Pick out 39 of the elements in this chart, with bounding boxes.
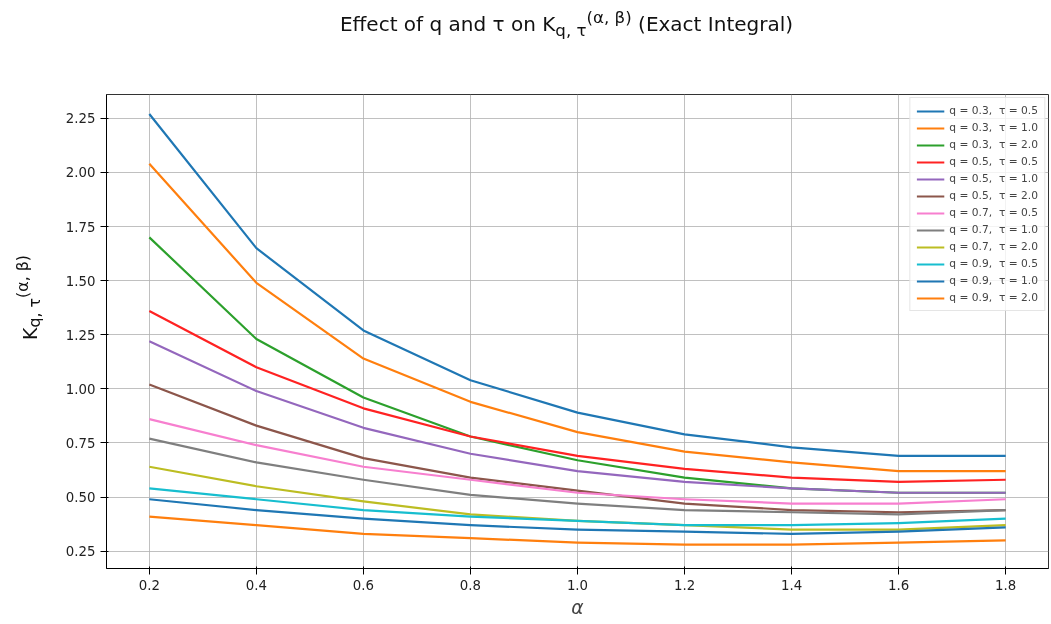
- legend-label: q = 0.9, τ = 1.0: [949, 274, 1038, 287]
- x-tick-label: 1.4: [780, 577, 803, 593]
- y-tick-label: 0.50: [65, 490, 96, 506]
- y-tick-label: 1.50: [65, 273, 96, 289]
- x-tick-label: 0.8: [459, 577, 482, 593]
- legend-label: q = 0.7, τ = 1.0: [949, 223, 1038, 236]
- legend-label: q = 0.7, τ = 0.5: [949, 206, 1038, 219]
- legend-label: q = 0.7, τ = 2.0: [949, 240, 1038, 253]
- legend-label: q = 0.5, τ = 1.0: [949, 172, 1038, 185]
- x-tick-label: 0.2: [138, 577, 160, 593]
- legend-label: q = 0.3, τ = 2.0: [949, 138, 1038, 151]
- x-tick-label: 0.6: [352, 577, 375, 593]
- y-tick-label: 1.75: [65, 219, 96, 235]
- x-tick-label: 1.6: [888, 577, 910, 593]
- y-tick-label: 1.25: [65, 327, 96, 343]
- line-series: [148, 418, 1007, 505]
- chart-title: Effect of q and τ on K$_{q, τ}$$^{(α, β)}$ (Exact Integral): [338, 7, 795, 42]
- legend-label: q = 0.5, τ = 0.5: [949, 155, 1038, 168]
- x-tick-label: 1.2: [673, 577, 696, 593]
- y-tick-label: 0.25: [65, 544, 96, 560]
- x-tick-label: 1.0: [566, 577, 589, 593]
- line-series: [148, 498, 1007, 535]
- legend-label: q = 0.3, τ = 1.0: [949, 121, 1038, 134]
- line-series: [148, 437, 1007, 516]
- x-tick-label: 1.8: [995, 577, 1017, 593]
- legend-label: q = 0.3, τ = 0.5: [949, 104, 1038, 117]
- y-tick-label: 0.75: [65, 435, 96, 451]
- line-series: [148, 487, 1007, 527]
- line-series: [148, 309, 1007, 484]
- line-series: [148, 340, 1007, 494]
- x-axis-title: α: [571, 596, 585, 618]
- legend-label: q = 0.5, τ = 2.0: [949, 189, 1038, 202]
- y-tick-label: 2.25: [65, 111, 96, 127]
- legend-label: q = 0.9, τ = 0.5: [949, 257, 1038, 270]
- x-tick-label: 0.4: [245, 577, 267, 593]
- legend-label: q = 0.9, τ = 2.0: [949, 291, 1038, 304]
- line-series: [148, 515, 1007, 546]
- y-tick-label: 1.00: [65, 381, 96, 397]
- y-tick-label: 2.00: [65, 165, 96, 181]
